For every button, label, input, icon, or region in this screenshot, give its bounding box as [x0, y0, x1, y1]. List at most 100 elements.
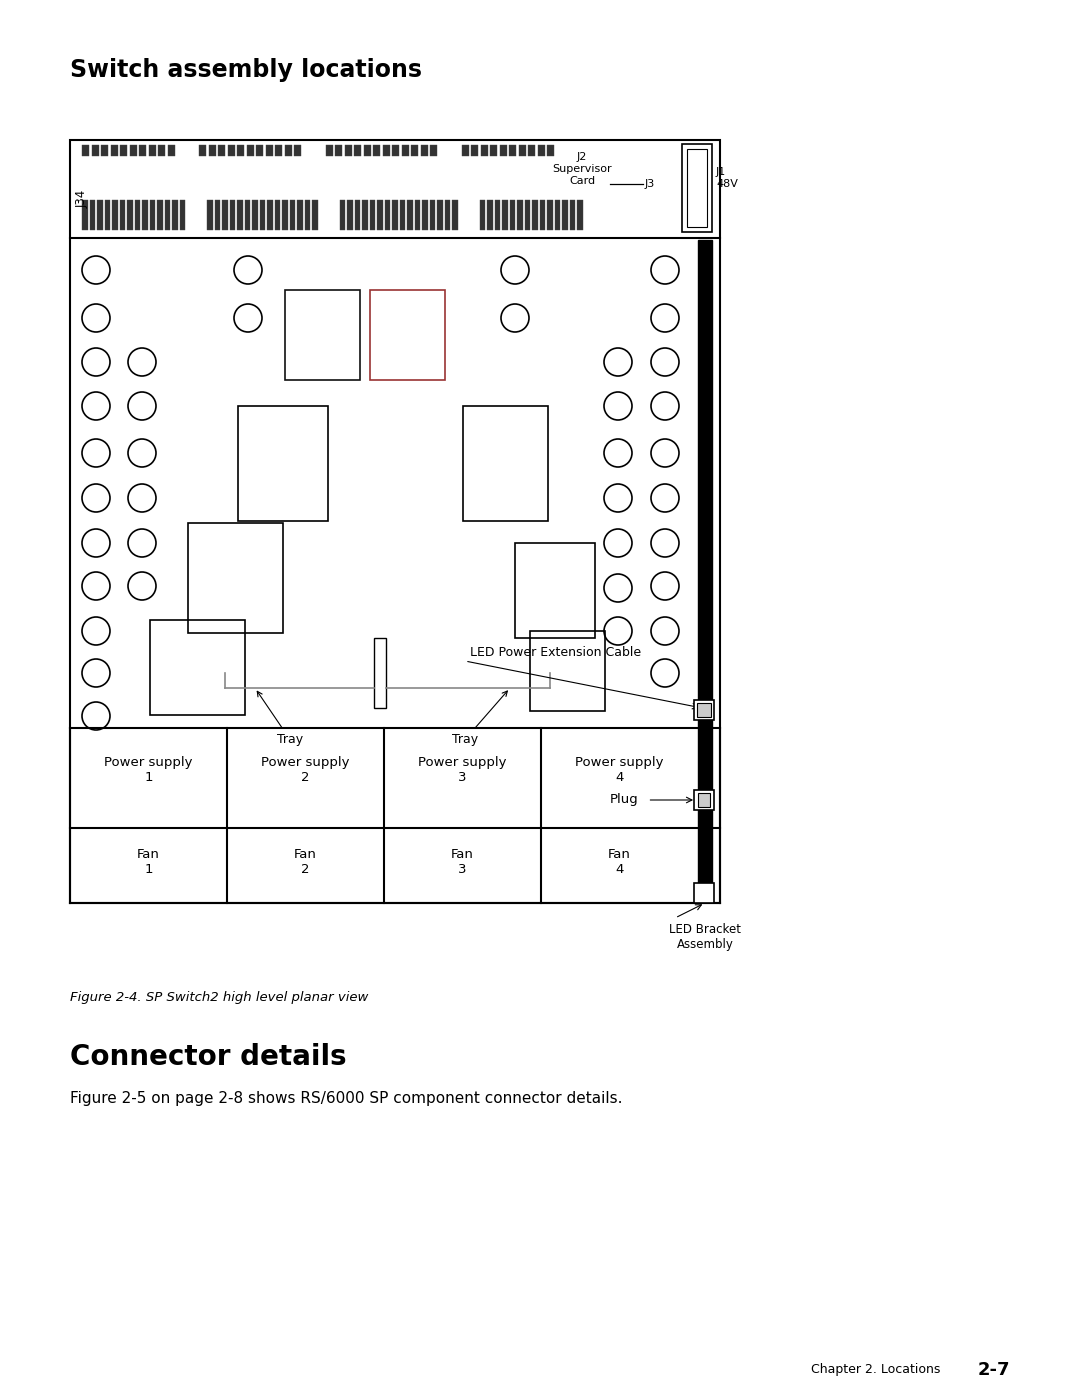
Bar — [289, 200, 295, 231]
Text: J34: J34 — [76, 190, 89, 208]
Text: Power supply
2: Power supply 2 — [261, 756, 350, 784]
Text: Power supply
1: Power supply 1 — [105, 756, 192, 784]
Bar — [325, 145, 333, 156]
Bar — [370, 291, 445, 380]
Bar — [252, 200, 257, 231]
Bar — [312, 200, 318, 231]
Bar — [411, 145, 418, 156]
Bar — [335, 145, 342, 156]
Bar — [339, 200, 345, 231]
Bar — [229, 200, 235, 231]
Bar — [577, 200, 582, 231]
Bar — [540, 200, 545, 231]
Bar — [354, 200, 360, 231]
Bar — [487, 200, 492, 231]
Bar — [237, 145, 244, 156]
Text: J1
48V: J1 48V — [716, 168, 738, 189]
Bar — [305, 200, 310, 231]
Bar — [172, 200, 177, 231]
Text: Fan
1: Fan 1 — [137, 848, 160, 876]
Text: Supervisor: Supervisor — [552, 163, 611, 175]
Bar — [546, 145, 554, 156]
Bar — [354, 145, 361, 156]
Bar — [499, 145, 507, 156]
Bar — [139, 145, 146, 156]
Bar — [518, 145, 526, 156]
Text: Figure 2-4. SP Switch2 high level planar view: Figure 2-4. SP Switch2 high level planar… — [70, 990, 368, 1004]
Bar — [562, 200, 567, 231]
Bar — [554, 200, 561, 231]
Bar — [92, 145, 98, 156]
Text: Card: Card — [569, 176, 595, 186]
Bar — [369, 200, 375, 231]
Text: Plug: Plug — [609, 793, 638, 806]
Bar — [208, 145, 216, 156]
Bar — [284, 145, 292, 156]
Bar — [82, 145, 89, 156]
Text: Fan
2: Fan 2 — [294, 848, 316, 876]
Bar — [364, 145, 370, 156]
Text: Power supply
3: Power supply 3 — [418, 756, 507, 784]
Bar — [135, 200, 140, 231]
Bar — [420, 145, 428, 156]
Text: Fan
3: Fan 3 — [451, 848, 474, 876]
Bar — [384, 200, 390, 231]
Text: Power supply
4: Power supply 4 — [576, 756, 664, 784]
Bar — [517, 200, 523, 231]
Bar — [149, 145, 156, 156]
Bar — [362, 200, 367, 231]
Bar — [422, 200, 428, 231]
Bar — [509, 145, 516, 156]
Bar — [463, 407, 548, 521]
Bar — [402, 145, 408, 156]
Bar — [112, 200, 118, 231]
Bar — [430, 200, 435, 231]
Bar — [150, 620, 245, 715]
Bar — [445, 200, 450, 231]
Bar — [275, 145, 282, 156]
Bar — [687, 149, 707, 226]
Bar — [127, 200, 133, 231]
Bar — [167, 145, 175, 156]
Bar — [256, 145, 264, 156]
Bar — [471, 145, 478, 156]
Bar — [179, 200, 185, 231]
Text: Chapter 2. Locations: Chapter 2. Locations — [811, 1363, 940, 1376]
Bar — [510, 200, 515, 231]
Bar — [345, 145, 351, 156]
Bar — [347, 200, 352, 231]
Text: J2: J2 — [577, 152, 588, 162]
Bar — [199, 145, 206, 156]
Bar — [694, 700, 714, 719]
Bar — [415, 200, 420, 231]
Bar — [120, 145, 127, 156]
Bar — [228, 145, 234, 156]
Bar — [164, 200, 170, 231]
Bar — [120, 200, 125, 231]
Bar — [694, 789, 714, 810]
Bar — [237, 200, 243, 231]
Bar — [382, 145, 390, 156]
Text: Tray: Tray — [451, 692, 508, 746]
Bar — [437, 200, 443, 231]
Bar — [532, 200, 538, 231]
Bar — [525, 200, 530, 231]
Bar — [97, 200, 103, 231]
Bar — [530, 631, 605, 711]
Bar — [130, 145, 136, 156]
Text: Fan
4: Fan 4 — [608, 848, 631, 876]
Bar — [546, 200, 553, 231]
Bar — [90, 200, 95, 231]
Bar — [266, 145, 272, 156]
Text: Tray: Tray — [257, 692, 303, 746]
Bar — [215, 200, 220, 231]
Bar — [461, 145, 469, 156]
Text: 2-7: 2-7 — [977, 1361, 1010, 1379]
Bar — [569, 200, 575, 231]
Bar — [82, 200, 87, 231]
Bar — [392, 145, 399, 156]
Bar — [490, 145, 497, 156]
Bar — [259, 200, 265, 231]
Text: Connector details: Connector details — [70, 1044, 347, 1071]
Bar — [528, 145, 535, 156]
